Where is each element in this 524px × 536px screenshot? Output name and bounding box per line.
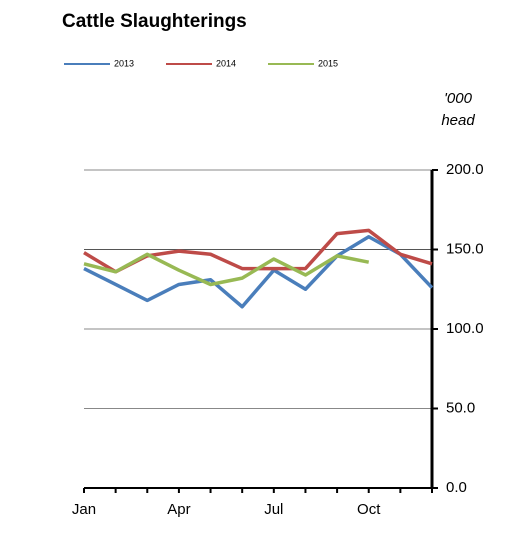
x-tick-label: Apr (167, 501, 190, 518)
legend-label: 2014 (216, 58, 236, 68)
series-line (83, 235, 434, 309)
series-line (83, 228, 433, 274)
series-line (83, 252, 370, 287)
x-tick-label: Oct (357, 501, 381, 518)
axis-label: '000 (444, 90, 473, 107)
legend-label: 2015 (318, 58, 338, 68)
chart-title: Cattle Slaughterings (62, 11, 247, 32)
y-tick-label: 150.0 (446, 240, 484, 257)
y-tick-label: 100.0 (446, 320, 484, 337)
y-tick-label: 0.0 (446, 479, 467, 496)
y-tick-label: 200.0 (446, 161, 484, 178)
legend-label: 2013 (114, 58, 134, 68)
x-tick-label: Jul (264, 501, 283, 518)
axis-label: head (441, 112, 475, 129)
x-tick-label: Jan (72, 501, 96, 518)
y-tick-label: 50.0 (446, 399, 475, 416)
